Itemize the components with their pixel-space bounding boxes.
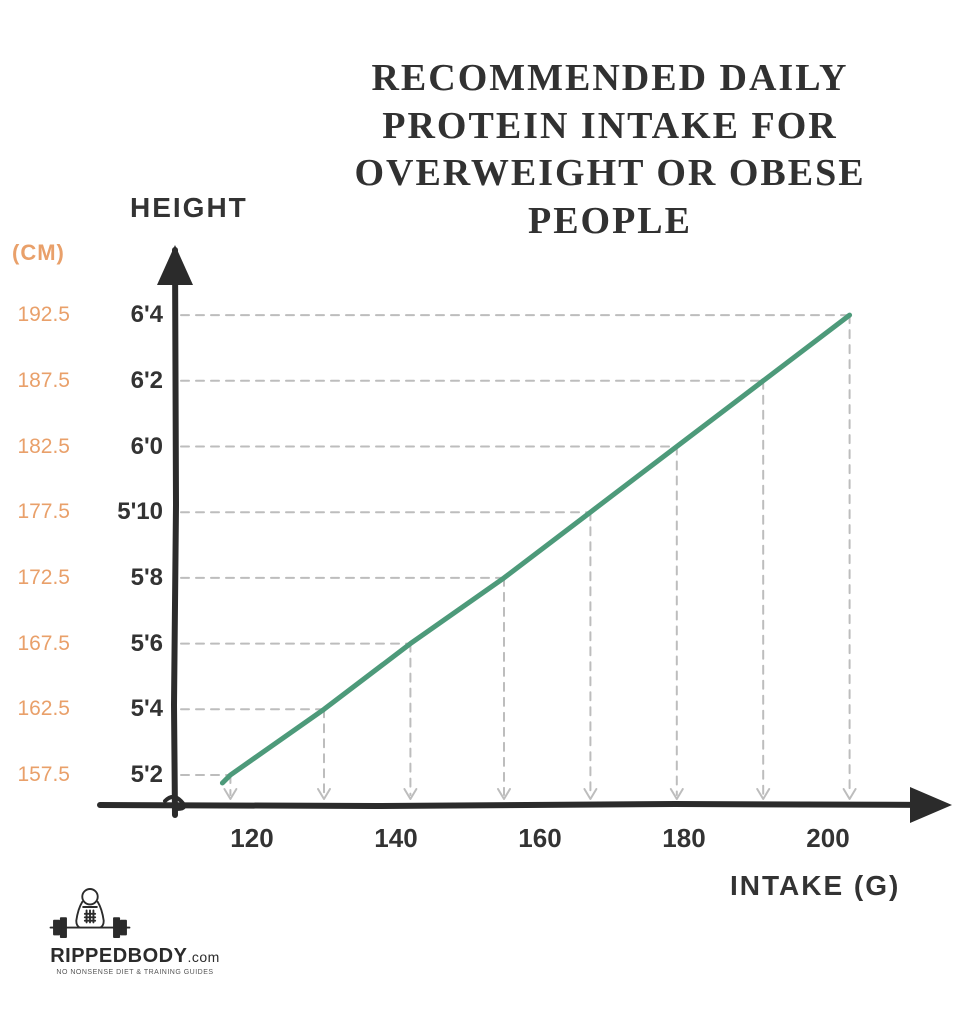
- x-tick: 140: [366, 823, 426, 854]
- x-tick: 160: [510, 823, 570, 854]
- y-tick-cm: 177.5: [10, 500, 70, 524]
- brand-footer: RIPPEDBODY.com NO NONSENSE DIET & TRAINI…: [45, 883, 225, 976]
- y-tick-cm: 167.5: [10, 632, 70, 656]
- y-tick-cm: 182.5: [10, 435, 70, 459]
- y-tick-feet: 5'8: [103, 564, 163, 592]
- y-tick-cm: 157.5: [10, 763, 70, 787]
- x-tick: 200: [798, 823, 858, 854]
- y-tick-feet: 5'6: [103, 630, 163, 658]
- brand-tagline: NO NONSENSE DIET & TRAINING GUIDES: [45, 969, 225, 976]
- chart-container: RECOMMENDED DAILY PROTEIN INTAKE FOR OVE…: [0, 0, 971, 1024]
- y-tick-feet: 5'10: [103, 498, 163, 526]
- brand-logo-icon: [90, 883, 180, 943]
- y-tick-cm: 162.5: [10, 697, 70, 721]
- x-tick: 180: [654, 823, 714, 854]
- y-tick-cm: 187.5: [10, 369, 70, 393]
- y-tick-feet: 6'2: [103, 367, 163, 395]
- y-tick-feet: 6'0: [103, 433, 163, 461]
- y-tick-cm: 172.5: [10, 566, 70, 590]
- y-tick-feet: 5'2: [103, 761, 163, 789]
- y-tick-feet: 5'4: [103, 695, 163, 723]
- x-tick: 120: [222, 823, 282, 854]
- y-tick-feet: 6'4: [103, 301, 163, 329]
- y-tick-cm: 192.5: [10, 303, 70, 327]
- brand-name: RIPPEDBODY.com: [45, 945, 225, 968]
